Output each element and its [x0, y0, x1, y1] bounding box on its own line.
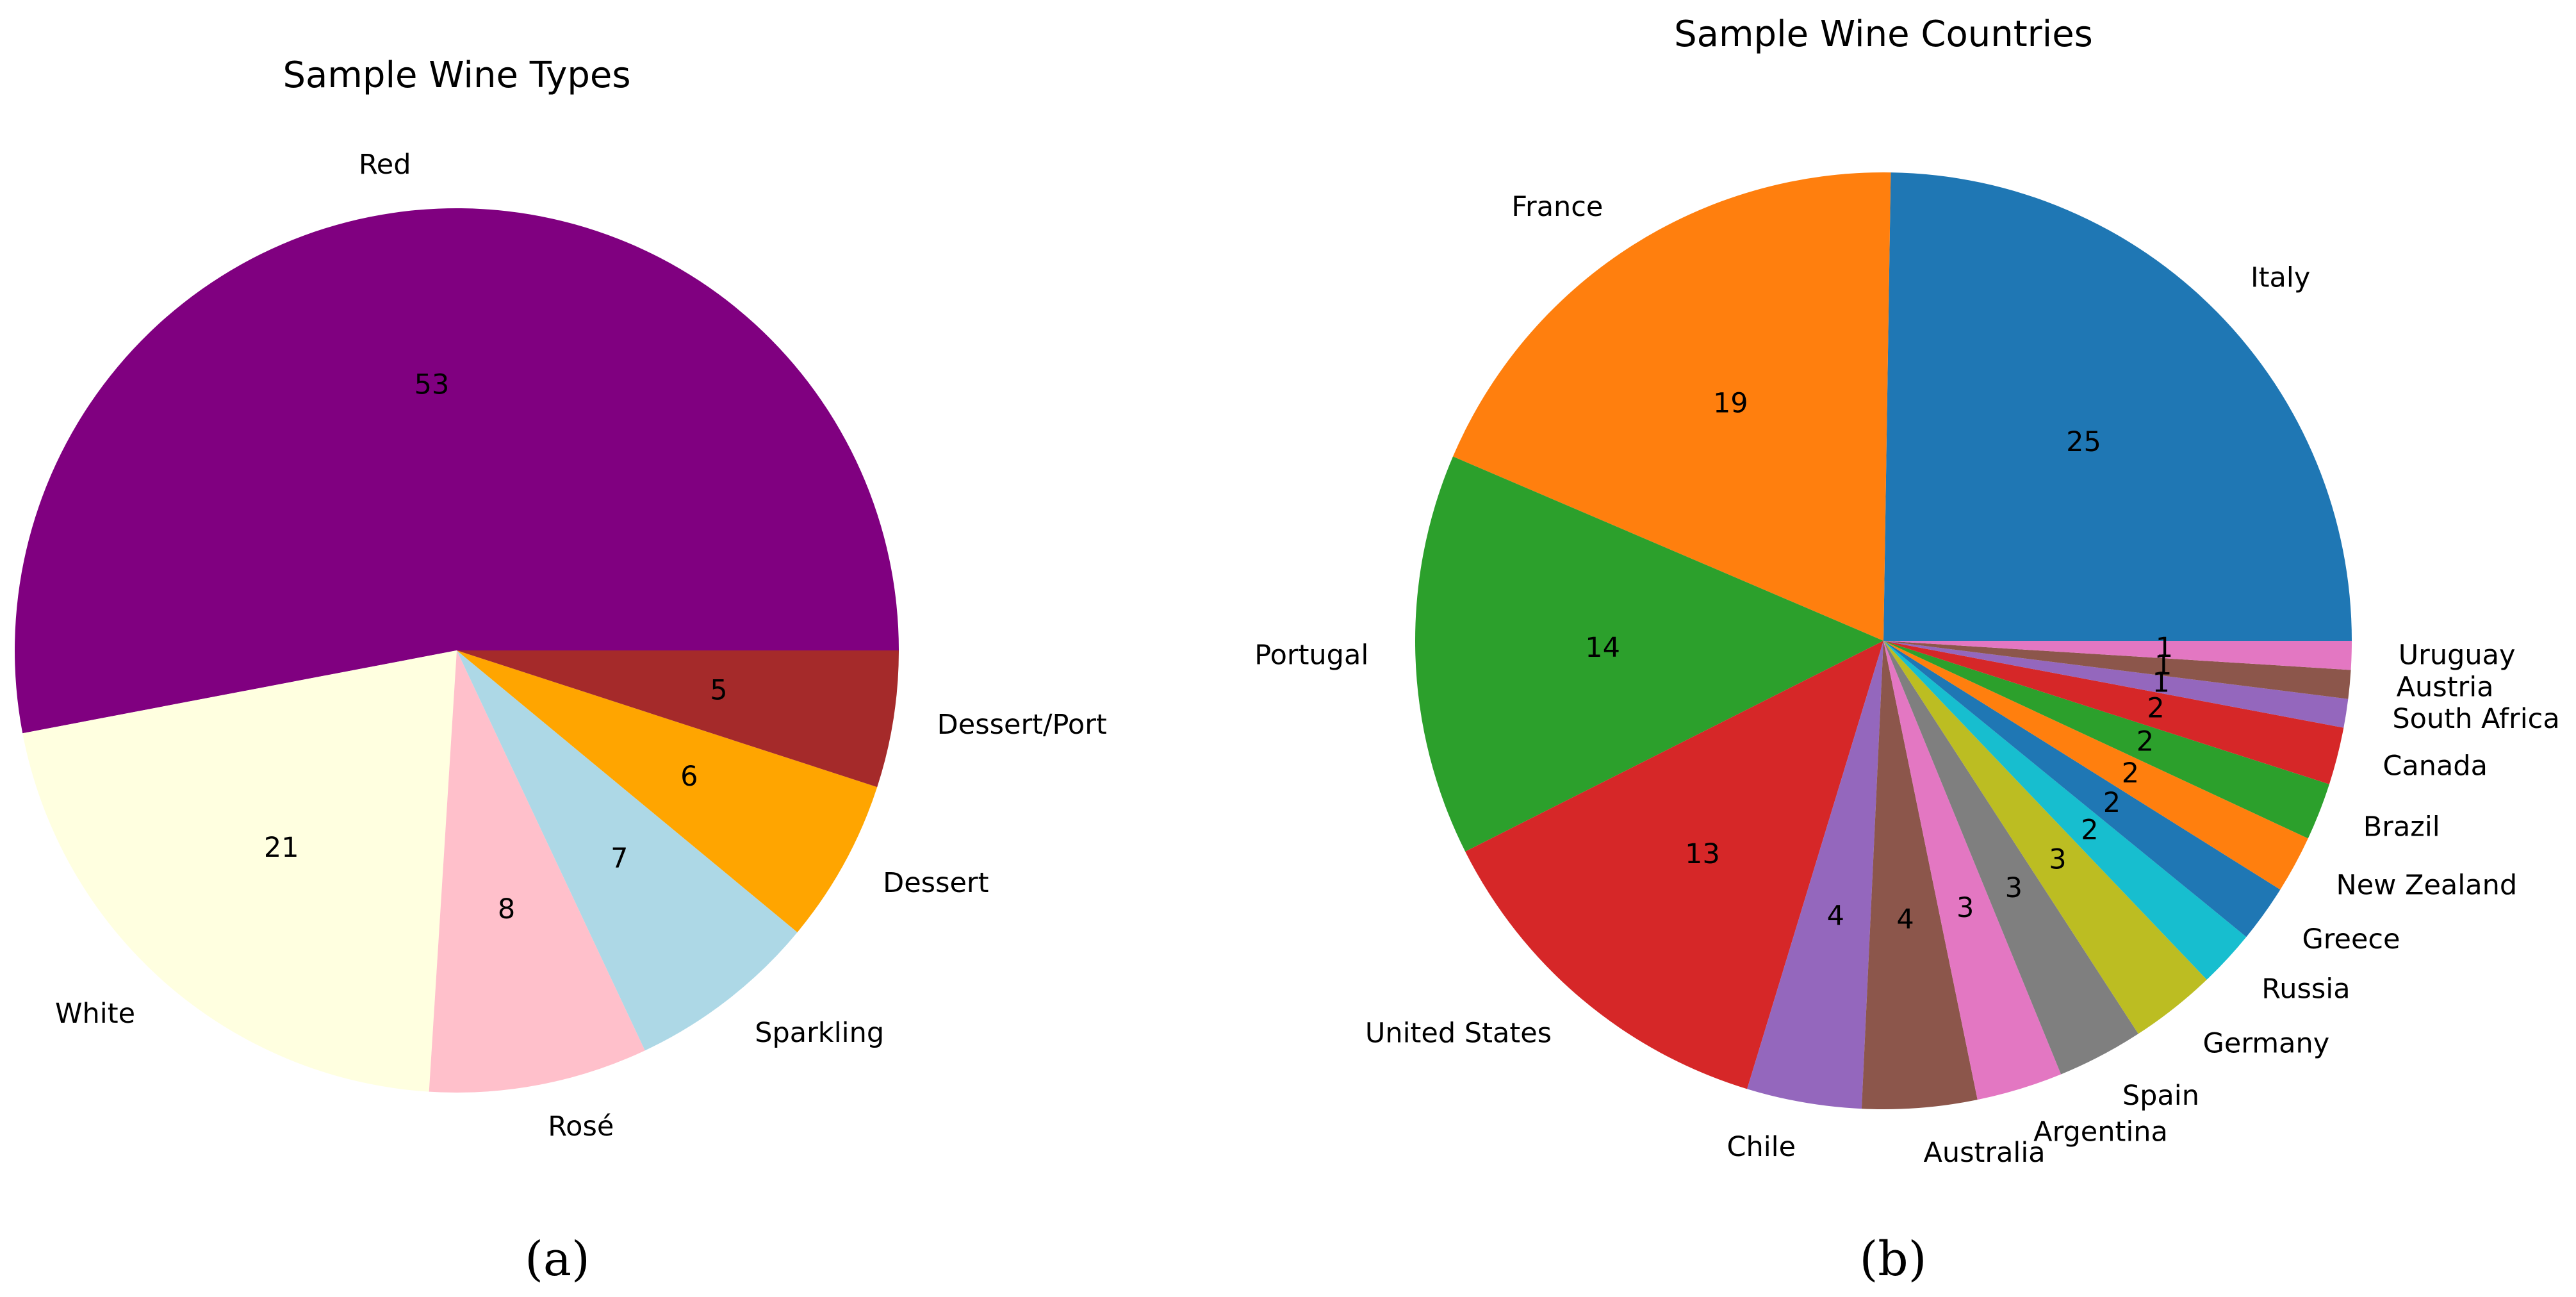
category-label-spain: Spain: [2122, 1080, 2199, 1112]
category-label-italy: Italy: [2251, 261, 2310, 293]
category-label-ros: Rosé: [548, 1111, 614, 1143]
category-label-austria: Austria: [2397, 671, 2494, 703]
pie-slice-germany: [1883, 641, 2207, 1034]
category-label-dessert-port: Dessert/Port: [937, 709, 1107, 741]
pie-slice-south-africa: [1883, 641, 2349, 728]
category-label-chile: Chile: [1727, 1131, 1796, 1163]
wine-types-labels: Red 53 White 21 Rosé 8 Sparkling 7 Dessert 6 Desse…: [55, 149, 1107, 1143]
pie-slice-uruguay: [1883, 641, 2352, 670]
category-label-russia: Russia: [2261, 973, 2350, 1005]
pie-slice-chile: [1747, 641, 1883, 1109]
wine-countries-title: Sample Wine Countries: [1674, 13, 2093, 55]
pie-slice-canada: [1883, 641, 2344, 784]
value-label-new-zealand: 2: [2122, 757, 2139, 789]
wine-types-title: Sample Wine Types: [283, 54, 630, 96]
category-label-white: White: [55, 998, 135, 1030]
pie-slice-austria: [1883, 641, 2351, 699]
category-label-australia: Australia: [1923, 1137, 2045, 1169]
pie-slice-spain: [1883, 641, 2138, 1075]
category-label-south-africa: South Africa: [2392, 703, 2559, 735]
pie-slice-italy: [1883, 172, 2352, 641]
pie-slice-sparkling: [457, 650, 798, 1051]
category-label-portugal: Portugal: [1254, 640, 1368, 672]
category-label-united-states: United States: [1365, 1018, 1552, 1050]
value-label-united-states: 13: [1685, 838, 1720, 870]
wine-types-pie-panel: Sample Wine Types Red 53 White 21 Rosé 8 Spark…: [14, 54, 1107, 1287]
value-label-white: 21: [264, 832, 299, 864]
pie-slice-red: [14, 208, 899, 734]
value-label-portugal: 14: [1585, 632, 1620, 664]
value-label-spain: 3: [2005, 872, 2022, 904]
value-label-south-africa: 1: [2153, 666, 2170, 698]
category-label-greece: Greece: [2302, 923, 2400, 955]
pie-slice-dessert-port: [457, 650, 899, 788]
value-label-argentina: 3: [1957, 892, 1974, 924]
pie-slice-dessert: [457, 650, 878, 932]
pie-slice-new-zealand: [1883, 641, 2308, 890]
value-label-ros: 8: [498, 893, 515, 925]
value-label-canada: 2: [2147, 693, 2164, 725]
value-label-brazil: 2: [2137, 725, 2154, 757]
pie-slice-united-states: [1465, 641, 1883, 1089]
value-label-greece: 2: [2103, 787, 2121, 819]
pie-slice-russia: [1883, 641, 2247, 980]
pie-slice-argentina: [1883, 641, 2062, 1100]
category-label-germany: Germany: [2203, 1027, 2330, 1059]
value-label-australia: 4: [1896, 904, 1914, 936]
value-label-red: 53: [414, 368, 450, 401]
pie-slice-white: [22, 650, 457, 1092]
value-label-russia: 2: [2081, 814, 2098, 846]
category-label-brazil: Brazil: [2363, 811, 2440, 843]
category-label-france: France: [1511, 191, 1603, 223]
panel-a-caption: (a): [525, 1232, 590, 1287]
wine-countries-pie-panel: Sample Wine Countries Italy 25 France 19 Por…: [1254, 13, 2559, 1287]
value-label-germany: 3: [2049, 844, 2066, 876]
pie-slice-greece: [1883, 641, 2281, 938]
value-label-uruguay: 1: [2156, 632, 2173, 664]
value-label-france: 19: [1713, 388, 1748, 420]
panel-b-caption: (b): [1859, 1232, 1926, 1287]
pie-slice-brazil: [1883, 641, 2329, 839]
pie-slice-australia: [1861, 641, 1978, 1109]
category-label-argentina: Argentina: [2033, 1116, 2168, 1148]
category-label-sparkling: Sparkling: [755, 1017, 884, 1049]
value-label-austria: 1: [2154, 649, 2172, 681]
value-label-chile: 4: [1827, 900, 1844, 932]
wine-types-slices: [14, 208, 899, 1093]
category-label-red: Red: [359, 149, 411, 181]
value-label-italy: 25: [2066, 426, 2101, 458]
category-label-new-zealand: New Zealand: [2336, 869, 2518, 901]
category-label-dessert: Dessert: [883, 867, 989, 899]
pie-slice-ros: [429, 650, 645, 1093]
value-label-dessert-port: 5: [710, 674, 727, 706]
category-label-canada: Canada: [2383, 750, 2488, 782]
pie-slice-france: [1452, 172, 1891, 641]
wine-countries-slices: [1415, 172, 2352, 1109]
pie-slice-portugal: [1415, 456, 1883, 852]
value-label-dessert: 6: [680, 761, 698, 793]
category-label-uruguay: Uruguay: [2399, 640, 2516, 672]
value-label-sparkling: 7: [611, 843, 628, 875]
